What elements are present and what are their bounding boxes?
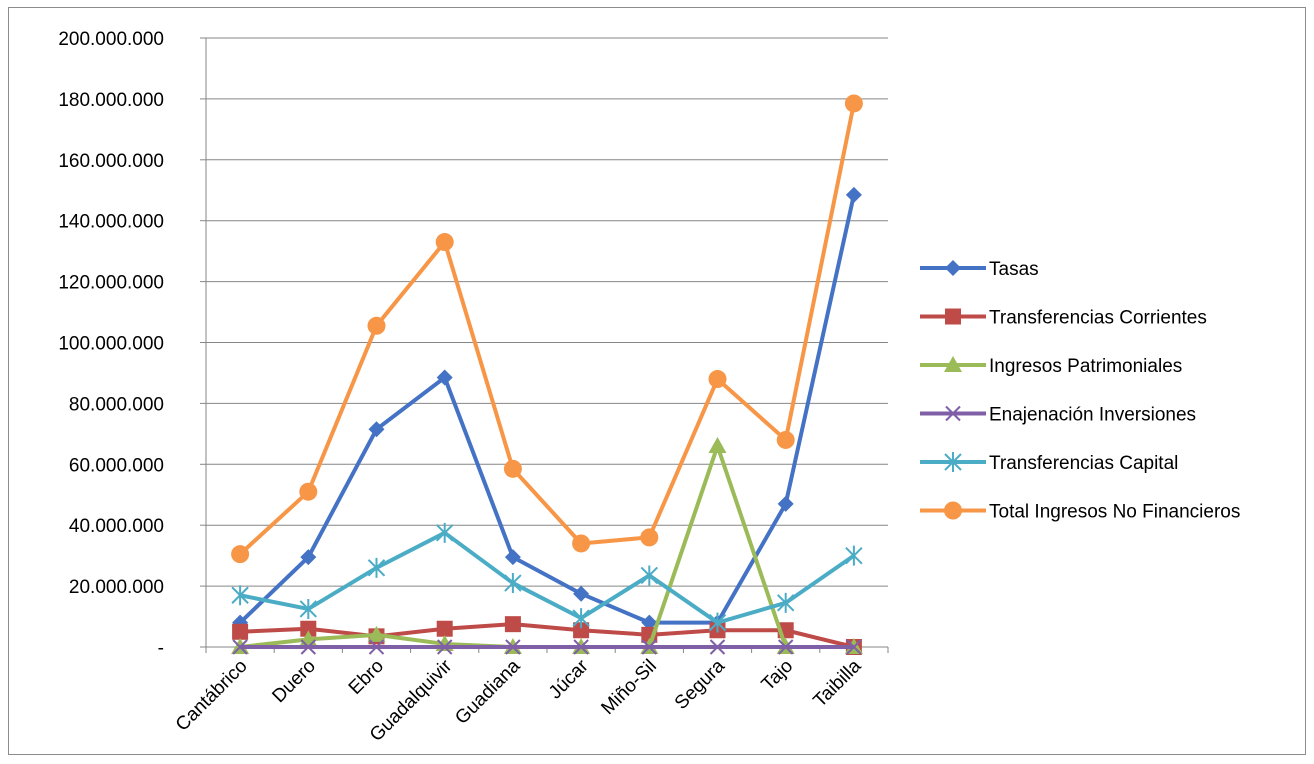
data-point: [231, 545, 250, 564]
x-tick-label: Segura: [671, 655, 729, 713]
data-point: [573, 639, 589, 655]
data-point: [708, 612, 727, 633]
data-point: [232, 639, 248, 655]
data-point: [367, 557, 386, 578]
data-point: [572, 608, 590, 629]
legend-marker: [945, 405, 961, 422]
data-point: [300, 639, 317, 655]
legend-item: Tasas: [920, 259, 1039, 280]
data-point: [641, 639, 658, 655]
data-point: [367, 316, 386, 335]
legend-label: Enajenación Inversiones: [989, 405, 1196, 426]
series-2: [231, 437, 863, 654]
y-tick-label: 60.000.000: [69, 455, 164, 476]
x-tick-label: Tajo: [758, 656, 797, 695]
y-tick-label: 200.000.000: [58, 29, 164, 50]
data-point: [846, 639, 862, 655]
legend: Tasas Transferencias Corrientes Ingresos P…: [920, 259, 1240, 523]
y-tick-label: 100.000.000: [58, 334, 164, 355]
data-point: [504, 549, 521, 566]
data-point: [777, 495, 794, 512]
data-point: [572, 534, 591, 553]
data-point: [640, 565, 659, 586]
y-tick-label: 20.000.000: [69, 577, 164, 598]
data-point: [845, 186, 862, 203]
x-tick-label: Duero: [268, 656, 319, 707]
data-point: [504, 573, 522, 594]
data-point: [436, 620, 453, 637]
x-tick-label: Cantábrico: [172, 656, 252, 736]
data-point: [436, 639, 453, 655]
legend-item: Enajenación Inversiones: [920, 405, 1196, 426]
x-tick-label: Ebro: [345, 656, 388, 699]
legend-marker: [944, 356, 962, 372]
data-point: [640, 528, 659, 547]
y-tick-label: 140.000.000: [58, 212, 164, 233]
data-point: [232, 623, 249, 640]
y-axis: - 20.000.000 40.000.000 60.000.000 80.000.00…: [58, 29, 207, 659]
data-point: [436, 369, 453, 386]
series-line: [239, 530, 856, 625]
data-point: [368, 421, 385, 438]
x-tick-label: Júcar: [545, 655, 593, 703]
data-point: [844, 94, 863, 113]
legend-marker: [944, 452, 962, 472]
data-point: [777, 639, 794, 655]
x-tick-label: Guadiana: [451, 655, 524, 728]
y-tick-label: 120.000.000: [58, 273, 164, 294]
legend-item: Transferencias Corrientes: [920, 308, 1207, 329]
data-point: [503, 459, 522, 478]
data-point: [367, 625, 386, 642]
data-point: [573, 622, 590, 639]
series-4: [231, 522, 863, 633]
data-point: [435, 522, 454, 543]
data-point: [299, 482, 318, 501]
data-point: [776, 592, 795, 613]
legend-marker: [945, 260, 961, 276]
legend-label: Total Ingresos No Financieros: [989, 502, 1240, 523]
legend-label: Transferencias Capital: [989, 453, 1178, 474]
x-tick-label: Taibilla: [810, 655, 866, 711]
x-tick-label: Miño-Sil: [597, 656, 660, 719]
series-line: [240, 622, 855, 649]
legend-item: Ingresos Patrimoniales: [920, 356, 1182, 377]
legend-label: Transferencias Corrientes: [989, 308, 1207, 329]
data-point: [708, 437, 727, 454]
data-point: [708, 370, 727, 389]
data-point: [368, 639, 385, 655]
legend-label: Tasas: [989, 259, 1039, 280]
legend-label: Ingresos Patrimoniales: [989, 356, 1182, 377]
series-line: [238, 103, 856, 556]
data-point: [300, 620, 317, 637]
data-point: [845, 545, 863, 566]
y-tick-label: -: [158, 638, 164, 659]
y-tick-label: 160.000.000: [58, 151, 164, 172]
data-point: [504, 616, 521, 633]
series-3: [232, 639, 862, 655]
series-0: [232, 186, 862, 631]
data-point: [300, 549, 317, 566]
data-point: [709, 639, 726, 655]
series-group: [231, 94, 863, 655]
data-point: [573, 585, 590, 602]
data-point: [776, 430, 795, 449]
data-point: [641, 614, 658, 631]
y-tick-label: 180.000.000: [58, 90, 164, 111]
legend-item: Total Ingresos No Financieros: [920, 501, 1240, 523]
legend-marker: [945, 308, 961, 325]
y-tick-label: 40.000.000: [69, 516, 164, 537]
legend-marker: [944, 501, 962, 520]
y-tick-label: 80.000.000: [69, 394, 164, 415]
data-point: [231, 585, 249, 606]
series-line: [238, 194, 856, 625]
series-5: [231, 94, 863, 564]
data-point: [505, 639, 521, 655]
data-point: [299, 598, 318, 619]
data-point: [435, 233, 454, 252]
legend-item: Transferencias Capital: [920, 452, 1178, 474]
grid-lines: [206, 37, 888, 587]
